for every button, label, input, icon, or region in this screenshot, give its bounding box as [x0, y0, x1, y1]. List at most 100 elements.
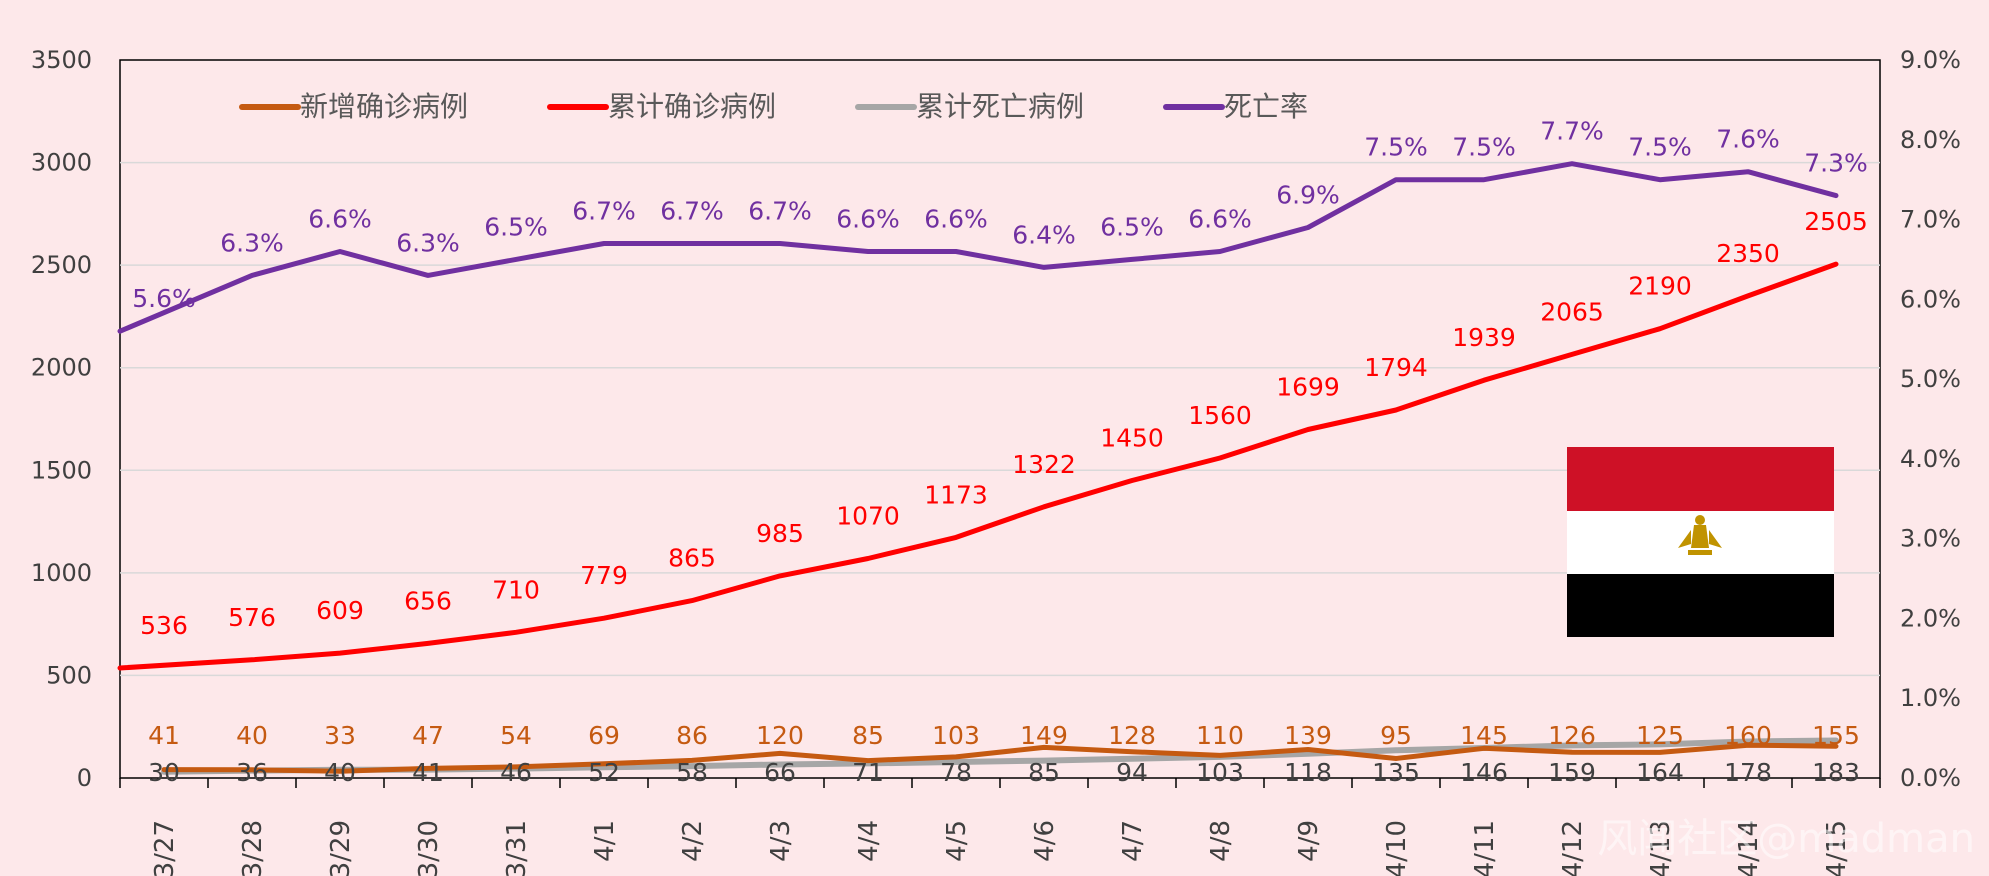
data-label: 1699 [1276, 372, 1340, 401]
y-tick-label-right: 6.0% [1900, 285, 1961, 313]
y-tick-label-right: 7.0% [1900, 206, 1961, 234]
data-label: 2505 [1804, 207, 1868, 236]
data-label: 1939 [1452, 323, 1516, 352]
data-label: 1322 [1012, 450, 1076, 479]
data-label: 1173 [924, 480, 988, 509]
series-line-3 [117, 161, 1839, 334]
plot-area [119, 59, 1881, 779]
y-tick-label-left: 2000 [31, 354, 92, 382]
y-tick-label-right: 5.0% [1900, 365, 1961, 393]
data-label: 146 [1460, 758, 1508, 787]
data-label: 58 [676, 758, 708, 787]
data-label: 2065 [1540, 297, 1604, 326]
x-tick-label: 4/10 [1382, 820, 1412, 876]
data-label: 2190 [1628, 272, 1692, 301]
x-tick-label: 4/13 [1646, 820, 1676, 876]
plot-frame [119, 59, 1881, 779]
data-label: 125 [1636, 721, 1684, 750]
series-line-0 [161, 742, 1839, 774]
data-label: 6.5% [1100, 212, 1164, 241]
x-tick-label: 4/15 [1822, 820, 1852, 876]
legend-label: 死亡率 [1224, 90, 1308, 123]
data-label: 6.4% [1012, 220, 1076, 249]
x-tick-label: 4/9 [1294, 820, 1324, 862]
data-label: 160 [1724, 721, 1772, 750]
data-label: 865 [668, 544, 716, 573]
data-label: 1560 [1188, 401, 1252, 430]
data-label: 139 [1284, 721, 1332, 750]
data-label: 5.6% [132, 284, 196, 313]
data-label: 536 [140, 611, 188, 640]
x-tick-label: 4/5 [942, 820, 972, 862]
data-label: 126 [1548, 721, 1596, 750]
data-label: 7.7% [1540, 117, 1604, 146]
y-tick-label-right: 3.0% [1900, 525, 1961, 553]
data-label: 710 [492, 575, 540, 604]
x-tick-label: 3/27 [150, 820, 180, 876]
data-label: 7.6% [1716, 125, 1780, 154]
data-label: 6.9% [1276, 181, 1340, 210]
series-layer [117, 161, 1839, 775]
data-label: 41 [148, 721, 180, 750]
flag-black-stripe [1567, 574, 1834, 637]
data-label: 985 [756, 519, 804, 548]
data-label: 128 [1108, 721, 1156, 750]
data-label: 6.6% [924, 204, 988, 233]
y-tick-label-left: 2500 [31, 251, 92, 279]
x-tick-label: 4/11 [1470, 820, 1500, 876]
data-label: 656 [404, 586, 452, 615]
legend-label: 累计确诊病例 [608, 90, 776, 123]
data-label: 155 [1812, 721, 1860, 750]
data-label: 1070 [836, 501, 900, 530]
data-label: 6.3% [220, 228, 284, 257]
y-tick-label-right: 0.0% [1900, 764, 1961, 792]
data-label: 1794 [1364, 353, 1428, 382]
data-label: 6.6% [1188, 204, 1252, 233]
x-tick-label: 3/28 [238, 820, 268, 876]
x-tick-label: 3/31 [502, 820, 532, 876]
flag-red-stripe [1567, 447, 1834, 511]
data-label: 609 [316, 596, 364, 625]
axes: 0 500 1000 1500 2000 2500 3000 3500 0.0% 1.0% 2.0%… [31, 46, 1961, 876]
y-tick-label-right: 1.0% [1900, 684, 1961, 712]
x-tick-label: 3/30 [414, 820, 444, 876]
data-label: 71 [852, 758, 884, 787]
x-tick-label: 4/6 [1030, 820, 1060, 862]
x-tick-label: 4/4 [854, 820, 884, 862]
data-label: 66 [764, 758, 796, 787]
data-label: 54 [500, 721, 532, 750]
gridlines [120, 161, 1880, 677]
x-tick-label: 4/12 [1558, 820, 1588, 876]
data-label: 40 [324, 758, 356, 787]
data-label: 36 [236, 758, 268, 787]
data-label: 69 [588, 721, 620, 750]
data-label: 779 [580, 561, 628, 590]
y-tick-label-right: 4.0% [1900, 445, 1961, 473]
data-label: 103 [1196, 758, 1244, 787]
data-label: 135 [1372, 758, 1420, 787]
data-label: 52 [588, 758, 620, 787]
legend: 新增确诊病例 累计确诊病例 累计死亡病例 死亡率 [239, 90, 1308, 123]
x-tick-label: 3/29 [326, 820, 356, 876]
y-tick-label-left: 1500 [31, 456, 92, 484]
data-label: 6.6% [308, 204, 372, 233]
y-tick-label-left: 0 [77, 764, 92, 792]
y-tick-label-right: 2.0% [1900, 604, 1961, 632]
data-label: 95 [1380, 721, 1412, 750]
y-tick-label-left: 1000 [31, 559, 92, 587]
data-label: 159 [1548, 758, 1596, 787]
data-label: 110 [1196, 721, 1244, 750]
legend-label: 累计死亡病例 [916, 90, 1084, 123]
watermark-text: 风闻社区@madman [1597, 816, 1975, 862]
data-label: 7.3% [1804, 149, 1868, 178]
y-tick-label-left: 500 [46, 661, 92, 689]
eagle-emblem-icon [1678, 515, 1722, 555]
y-tick-label-right: 9.0% [1900, 46, 1961, 74]
series-line-1 [117, 261, 1839, 671]
data-label: 6.6% [836, 204, 900, 233]
data-label: 103 [932, 721, 980, 750]
x-tick-label: 4/2 [678, 820, 708, 862]
data-label: 47 [412, 721, 444, 750]
